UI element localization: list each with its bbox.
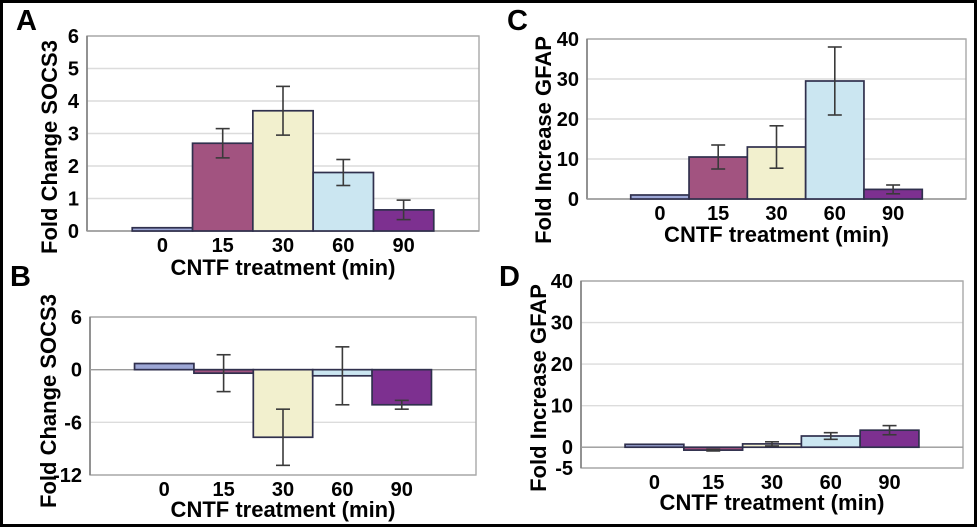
error-bar-30min (769, 125, 784, 169)
error-bar-90min (394, 399, 409, 410)
panel-c: 0 10 20 30 40 0 15 30 60 90 C Fold Increase GFAP … (490, 3, 974, 261)
bar-0min (624, 443, 685, 449)
panel-d: -5 0 10 20 30 40 0 15 30 60 90 D Fold Increase GFA… (490, 261, 974, 524)
y-tick-label: 10 (557, 149, 579, 171)
y-axis-title-d: Fold Increase GFAP (526, 284, 551, 492)
error-bar-60min (336, 158, 351, 187)
y-tick-label: 5 (68, 59, 79, 81)
bar-90min (371, 368, 433, 406)
x-axis-title-d: CNTF treatment (min) (659, 490, 885, 515)
panel-label-b: B (10, 261, 31, 293)
y-tick-label: 4 (68, 91, 80, 113)
error-bar-60min (827, 46, 842, 116)
y-tick-label: 30 (551, 313, 573, 335)
y-axis-title-c: Fold Increase GFAP (531, 36, 556, 244)
error-bar-30min (276, 408, 290, 467)
x-tick-label: 0 (654, 203, 665, 225)
x-tick-label: 90 (392, 235, 414, 257)
y-tick-label: 0 (562, 437, 573, 459)
x-tick-label: 90 (882, 203, 904, 225)
y-tick-label: 20 (557, 109, 579, 131)
x-tick-label: 90 (391, 479, 413, 501)
x-tick-label: 60 (820, 472, 842, 494)
y-tick-label: -6 (64, 412, 82, 434)
bar-plot-c: 0 10 20 30 40 0 15 30 60 90 (557, 29, 967, 225)
y-tick-label: 6 (68, 26, 79, 48)
bar-0min (133, 362, 195, 371)
y-axis-title-b: Fold Change SOCS3 (36, 294, 61, 508)
x-tick-label: 0 (159, 479, 170, 501)
x-axis-title-b: CNTF treatment (min) (170, 497, 396, 522)
y-tick-label: -5 (555, 458, 573, 480)
y-tick-label: 40 (557, 29, 579, 51)
x-tick-label: 30 (765, 203, 787, 225)
y-tick-label: 6 (71, 307, 82, 329)
x-tick-label: 15 (212, 479, 234, 501)
bar-30min (746, 146, 807, 200)
error-bar-60min (823, 431, 838, 441)
error-bar-15min (215, 127, 230, 159)
x-tick-label: 60 (332, 235, 354, 257)
x-tick-label: 30 (761, 472, 783, 494)
error-bar-90min (886, 184, 901, 195)
bar-0min (629, 194, 690, 200)
y-tick-label: 2 (68, 156, 79, 178)
error-bar-30min (765, 441, 779, 447)
error-bar-60min (335, 346, 350, 406)
y-tick-label: 0 (71, 360, 82, 382)
y-tick-label: 3 (68, 124, 79, 146)
y-axis-title-a: Fold Change SOCS3 (37, 40, 62, 254)
x-tick-label: 30 (272, 235, 294, 257)
panel-label-a: A (16, 5, 37, 37)
bar-0min (131, 226, 194, 232)
panel-label-d: D (499, 261, 520, 293)
y-tick-label: 10 (551, 396, 573, 418)
x-tick-label: 90 (878, 472, 900, 494)
panel-label-c: C (507, 5, 528, 37)
y-tick-label: -12 (53, 465, 82, 487)
y-tick-label: 0 (68, 221, 79, 243)
y-tick-label: 1 (68, 189, 79, 211)
error-bar-15min (711, 144, 726, 170)
x-tick-label: 15 (212, 235, 234, 257)
panel-b: -12 -6 0 6 0 15 30 60 90 B Fold Change SOCS3 CNT… (3, 261, 490, 524)
x-tick-label: 60 (331, 479, 353, 501)
x-tick-label: 30 (272, 479, 294, 501)
x-axis-title-c: CNTF treatment (min) (664, 222, 889, 247)
y-tick-label: 40 (551, 271, 573, 293)
error-bar-90min (396, 199, 411, 221)
y-tick-label: 30 (557, 69, 579, 91)
x-tick-label: 0 (157, 235, 168, 257)
x-tick-label: 0 (649, 472, 660, 494)
x-tick-label: 15 (702, 472, 724, 494)
y-tick-label: 20 (551, 354, 573, 376)
error-bar-15min (216, 353, 231, 393)
y-tick-label: 0 (568, 189, 579, 211)
x-tick-label: 15 (707, 203, 729, 225)
error-bar-90min (882, 424, 897, 436)
panel-a: 0 1 2 3 4 5 6 0 15 30 60 90 A Fold Change SOCS3 CNT… (3, 3, 490, 279)
error-bar-15min (706, 448, 721, 452)
x-tick-label: 60 (824, 203, 846, 225)
x-axis-title-a: CNTF treatment (min) (170, 255, 396, 280)
error-bar-30min (276, 85, 290, 136)
